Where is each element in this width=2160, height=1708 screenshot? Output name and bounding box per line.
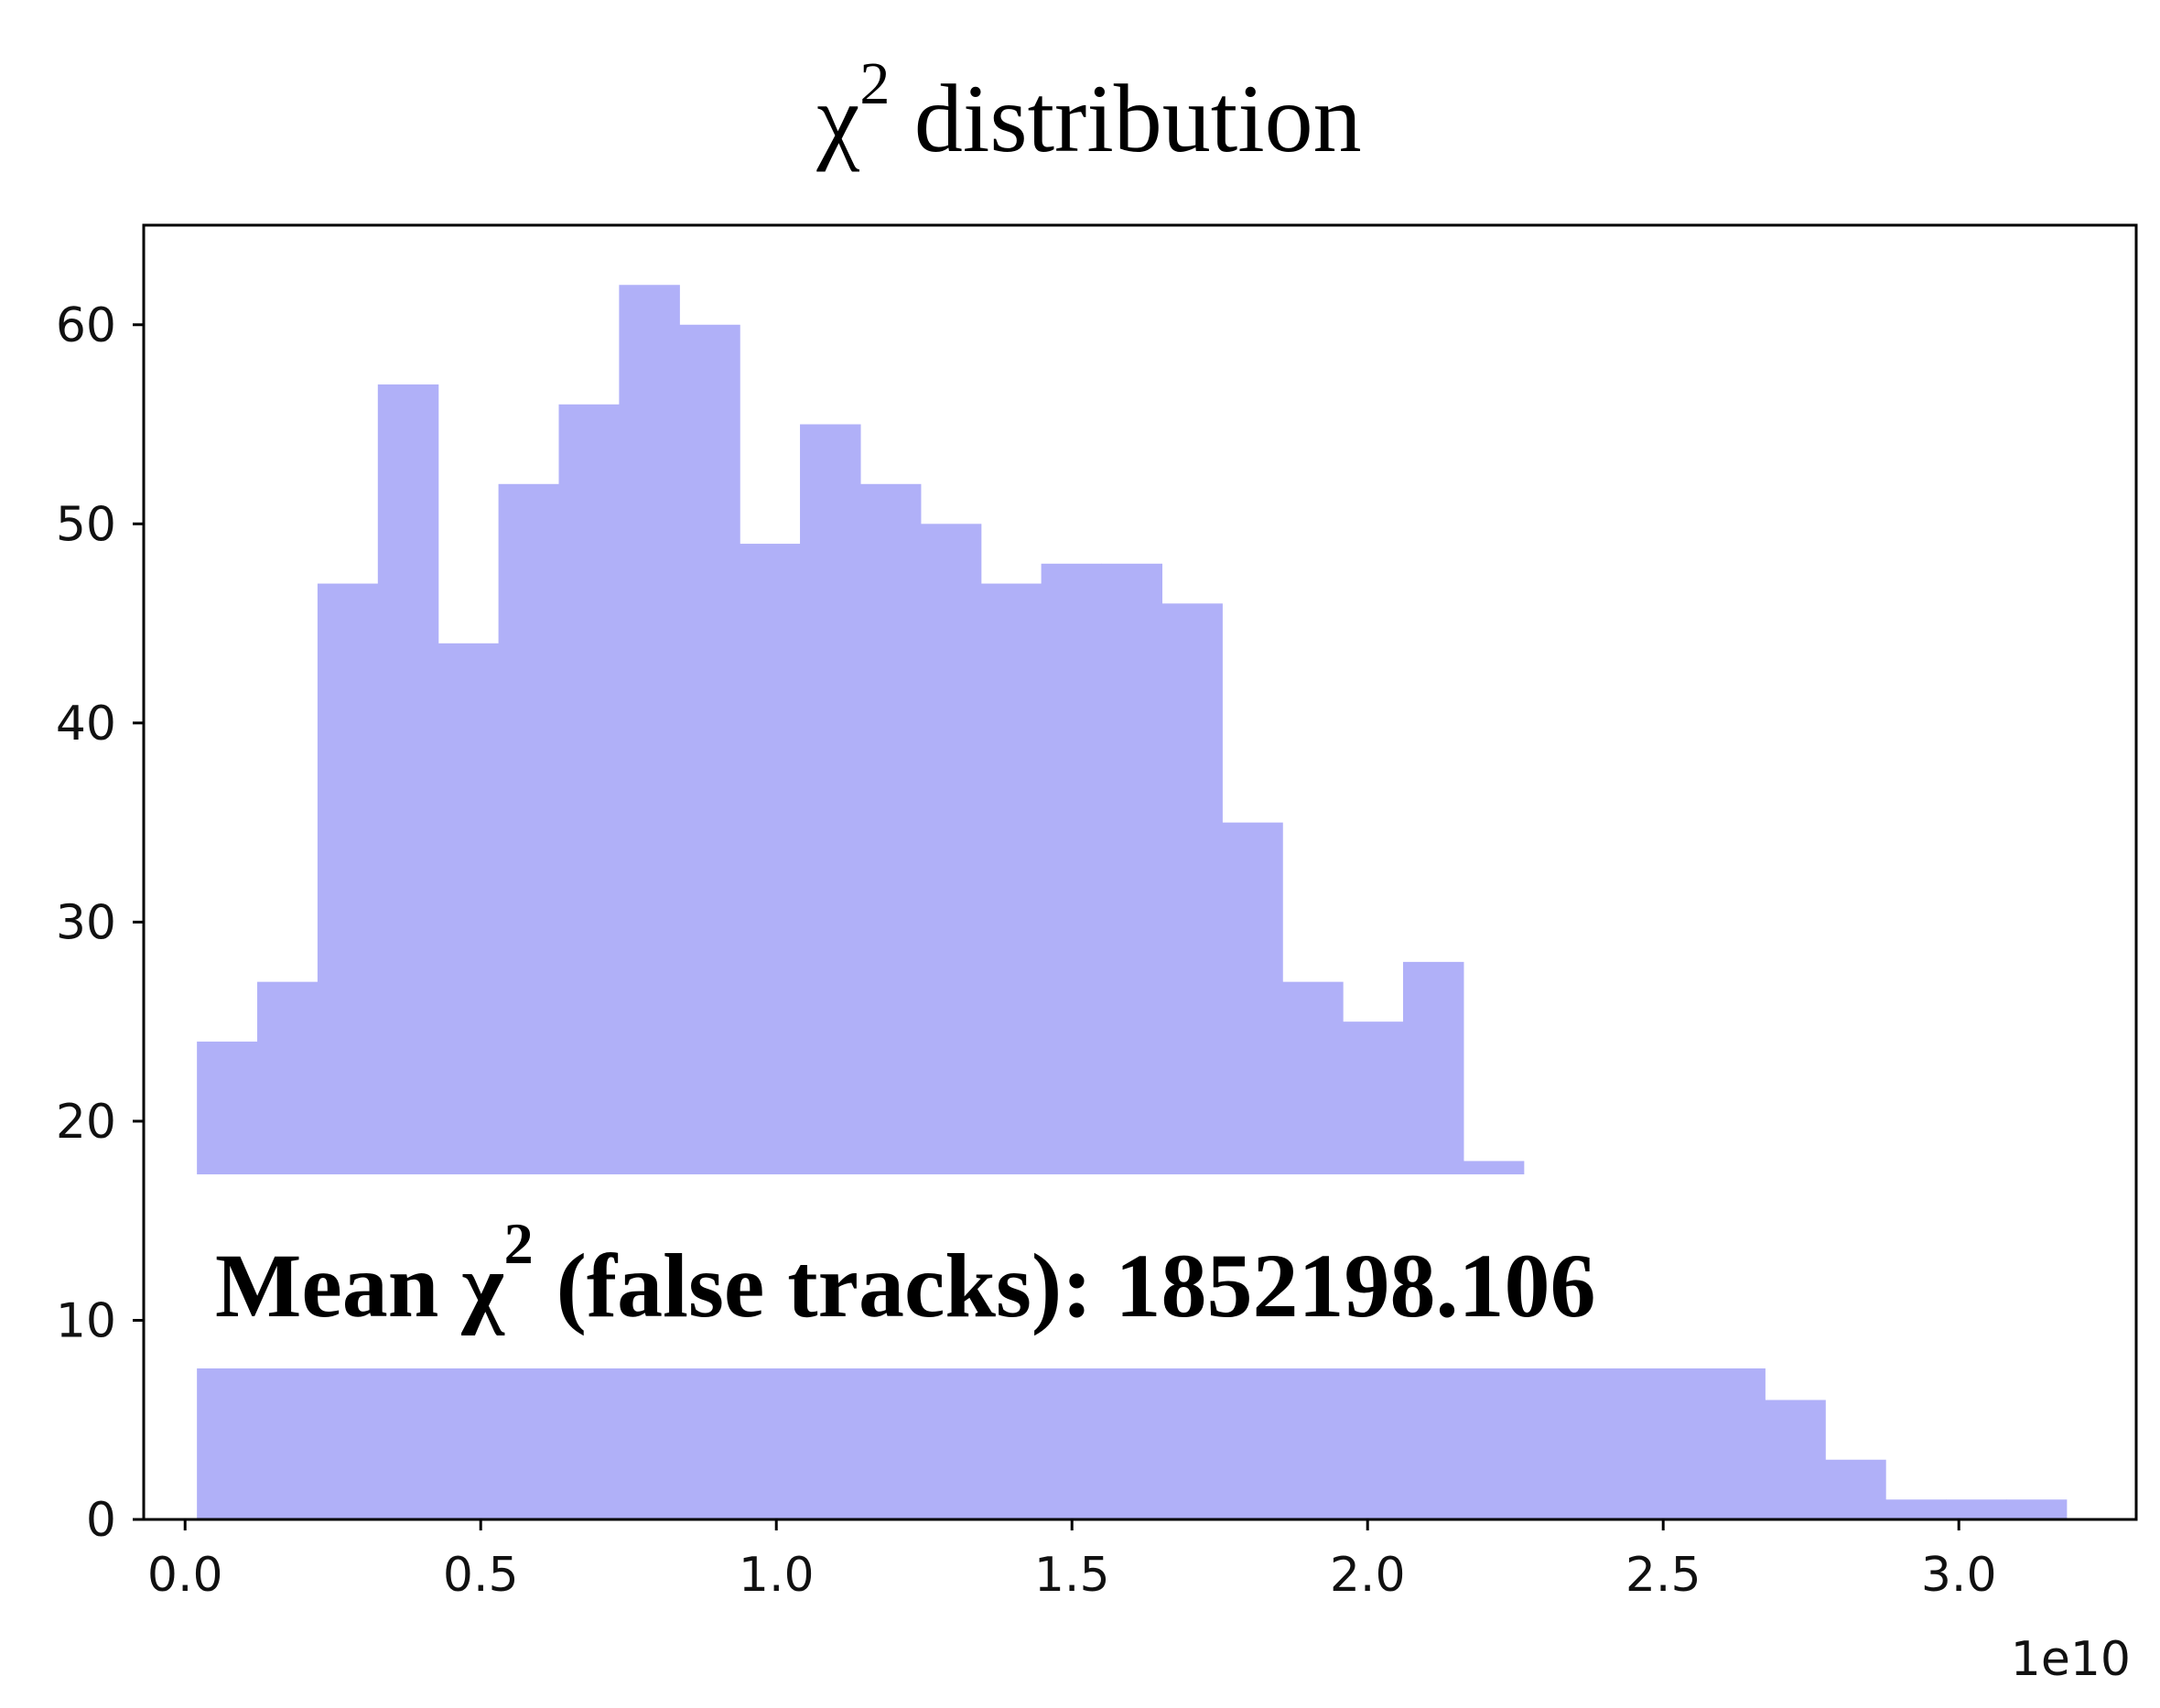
x-tick-label: 2.5 <box>1625 1548 1701 1603</box>
histogram-bar <box>1885 1499 1947 1519</box>
y-tick-label: 60 <box>56 298 116 353</box>
histogram-bar <box>2005 1499 2068 1519</box>
histogram-bar <box>1825 1459 1886 1519</box>
x-tick-label: 2.0 <box>1330 1548 1406 1603</box>
y-tick-label: 50 <box>56 497 116 552</box>
y-tick-label: 30 <box>56 895 116 950</box>
x-tick-label: 3.0 <box>1921 1548 1997 1603</box>
annotation-background <box>145 1174 1929 1368</box>
y-tick-label: 40 <box>56 697 116 751</box>
chart-title: χ2 distribution <box>815 50 1361 172</box>
histogram-bar <box>740 544 801 1519</box>
chart-title-main: χ <box>815 65 859 172</box>
histogram-bar <box>1222 822 1283 1519</box>
y-tick-label: 20 <box>56 1095 116 1150</box>
chart-title-rest: distribution <box>890 65 1361 172</box>
histogram-bar <box>920 524 982 1519</box>
x-offset-label: 1e10 <box>2011 1632 2131 1687</box>
x-tick-label: 0.0 <box>147 1548 223 1603</box>
y-tick-label: 10 <box>56 1293 116 1348</box>
histogram-bar <box>980 583 1042 1519</box>
histogram-bar <box>1161 603 1223 1519</box>
histogram-bar <box>1101 563 1162 1519</box>
histogram-bar <box>317 583 379 1519</box>
y-tick-label: 0 <box>86 1493 116 1548</box>
histogram-bar <box>1945 1499 2007 1519</box>
mean-annotation: Mean χ2 (false tracks): 1852198.106 <box>215 1211 1595 1336</box>
x-tick-label: 1.5 <box>1034 1548 1110 1603</box>
chart-title-sup: 2 <box>859 50 890 117</box>
histogram-bar <box>1704 1359 1766 1519</box>
histogram-bar <box>1041 563 1103 1519</box>
y-axis-ticks: 0 10 20 30 40 50 60 <box>56 298 144 1548</box>
x-tick-label: 0.5 <box>443 1548 519 1603</box>
histogram-bar <box>1765 1400 1826 1519</box>
plot-frame <box>142 223 2138 1521</box>
histogram-bar <box>437 643 500 1519</box>
mean-annotation-prefix: Mean χ <box>215 1235 505 1336</box>
x-axis-ticks: 0.0 0.5 1.0 1.5 2.0 2.5 3.0 <box>147 1519 1997 1603</box>
mean-annotation-sup: 2 <box>504 1211 534 1276</box>
x-tick-label: 1.0 <box>739 1548 815 1603</box>
mean-annotation-suffix: (false tracks): 1852198.106 <box>534 1235 1596 1336</box>
